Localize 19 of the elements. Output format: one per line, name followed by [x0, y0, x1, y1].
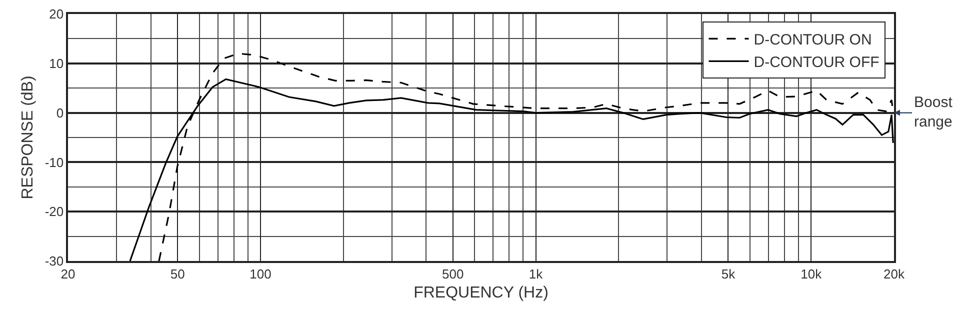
y-tick-label: 10	[49, 56, 64, 71]
x-tick-label: 5k	[721, 266, 736, 282]
x-tick-label: 1k	[528, 266, 544, 282]
annotation: Boost range	[914, 94, 954, 130]
x-tick-label: 500	[442, 266, 464, 282]
x-tick-label: 10k	[800, 266, 822, 282]
x-tick-label: 50	[170, 266, 185, 282]
y-axis-title: RESPONSE (dB)	[19, 76, 36, 200]
y-tick-label: -10	[44, 154, 64, 170]
x-tick-label: 20k	[884, 266, 905, 282]
y-tick-label: -30	[44, 254, 64, 269]
y-tick-label: -20	[44, 204, 64, 220]
x-tick-label: 100	[250, 266, 272, 282]
x-tick-label: 20	[60, 266, 76, 282]
legend-label: D-CONTOUR ON	[754, 32, 872, 49]
y-tick-label: 20	[49, 6, 64, 22]
legend-label: D-CONTOUR OFF	[754, 54, 880, 72]
y-tick-label: 0	[56, 105, 64, 120]
x-axis-title: FREQUENCY (Hz)	[414, 284, 548, 302]
